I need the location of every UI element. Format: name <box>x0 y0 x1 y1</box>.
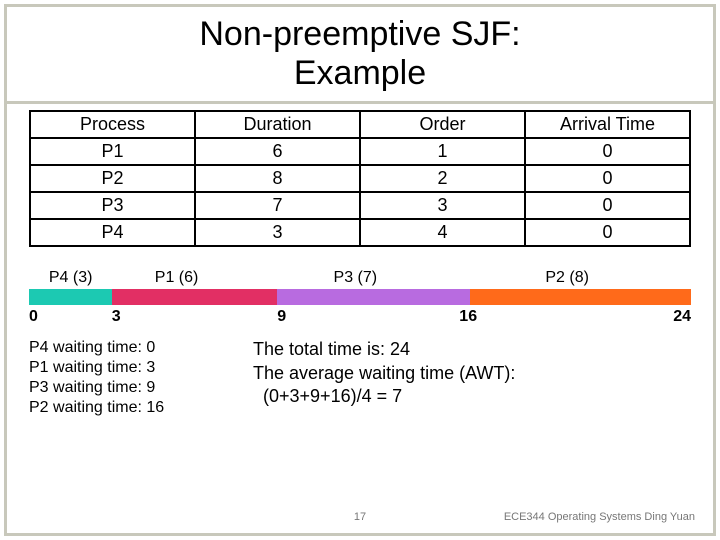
cell: 6 <box>195 138 360 165</box>
tick: 16 <box>459 308 477 326</box>
tick: 0 <box>29 308 38 326</box>
tick: 3 <box>112 308 121 326</box>
wait-line: P2 waiting time: 16 <box>29 398 229 418</box>
cell: P3 <box>30 192 195 219</box>
col-process: Process <box>30 111 195 138</box>
cell: P2 <box>30 165 195 192</box>
gantt-segment <box>277 289 470 305</box>
gantt-chart: P4 (3) P1 (6) P3 (7) P2 (8) 0 3 9 16 24 <box>29 269 691 328</box>
slide-title: Non-preemptive SJF: Example <box>17 15 703 93</box>
cell: 1 <box>360 138 525 165</box>
page-number: 17 <box>354 511 366 523</box>
table-row: P1 6 1 0 <box>30 138 690 165</box>
cell: 0 <box>525 219 690 246</box>
summary-line: The average waiting time (AWT): <box>253 362 515 385</box>
gantt-segment <box>112 289 278 305</box>
col-duration: Duration <box>195 111 360 138</box>
wait-line: P3 waiting time: 9 <box>29 378 229 398</box>
cell: 0 <box>525 165 690 192</box>
wait-line: P1 waiting time: 3 <box>29 358 229 378</box>
gantt-bar <box>29 289 691 305</box>
slide-content: Process Duration Order Arrival Time P1 6… <box>7 104 713 418</box>
footer-credit: ECE344 Operating Systems Ding Yuan <box>504 511 695 523</box>
cell: 2 <box>360 165 525 192</box>
cell: 4 <box>360 219 525 246</box>
table-row: P2 8 2 0 <box>30 165 690 192</box>
wait-line: P4 waiting time: 0 <box>29 338 229 358</box>
gantt-ticks: 0 3 9 16 24 <box>29 308 691 328</box>
gantt-segment-labels: P4 (3) P1 (6) P3 (7) P2 (8) <box>29 269 691 289</box>
summary-text: The total time is: 24 The average waitin… <box>253 338 515 418</box>
tick: 9 <box>277 308 286 326</box>
summary-line: (0+3+9+16)/4 = 7 <box>253 385 515 408</box>
gantt-segment <box>29 289 112 305</box>
cell: P4 <box>30 219 195 246</box>
slide-frame: Non-preemptive SJF: Example Process Dura… <box>4 4 716 536</box>
gantt-label: P1 (6) <box>155 269 199 287</box>
cell: 7 <box>195 192 360 219</box>
bottom-row: P4 waiting time: 0 P1 waiting time: 3 P3… <box>29 338 691 418</box>
table-row: P4 3 4 0 <box>30 219 690 246</box>
title-line-1: Non-preemptive SJF: <box>199 15 520 53</box>
table-header-row: Process Duration Order Arrival Time <box>30 111 690 138</box>
summary-line: The total time is: 24 <box>253 338 515 361</box>
cell: 0 <box>525 192 690 219</box>
cell: 3 <box>195 219 360 246</box>
gantt-label: P3 (7) <box>334 269 378 287</box>
col-arrival: Arrival Time <box>525 111 690 138</box>
col-order: Order <box>360 111 525 138</box>
gantt-segment <box>470 289 691 305</box>
process-table: Process Duration Order Arrival Time P1 6… <box>29 110 691 247</box>
cell: 8 <box>195 165 360 192</box>
tick: 24 <box>673 308 691 326</box>
gantt-label: P2 (8) <box>545 269 589 287</box>
title-line-2: Example <box>294 54 426 92</box>
gantt-label: P4 (3) <box>49 269 93 287</box>
cell: 0 <box>525 138 690 165</box>
cell: 3 <box>360 192 525 219</box>
table-row: P3 7 3 0 <box>30 192 690 219</box>
cell: P1 <box>30 138 195 165</box>
title-box: Non-preemptive SJF: Example <box>7 7 713 104</box>
waiting-times: P4 waiting time: 0 P1 waiting time: 3 P3… <box>29 338 229 418</box>
slide-footer: 17 ECE344 Operating Systems Ding Yuan <box>7 511 713 527</box>
